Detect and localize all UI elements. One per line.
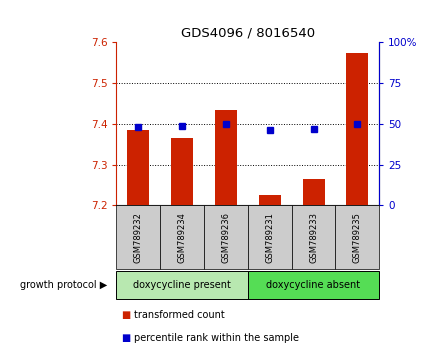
Title: GDS4096 / 8016540: GDS4096 / 8016540	[180, 27, 314, 40]
Bar	[302, 179, 324, 205]
Text: ■: ■	[120, 333, 129, 343]
Text: GSM789234: GSM789234	[177, 212, 186, 263]
Text: doxycycline absent: doxycycline absent	[266, 280, 360, 290]
Text: GSM789232: GSM789232	[133, 212, 142, 263]
Bar	[171, 138, 193, 205]
Text: GSM789236: GSM789236	[221, 212, 230, 263]
Text: doxycycline present: doxycycline present	[133, 280, 230, 290]
Text: GSM789231: GSM789231	[264, 212, 273, 263]
Text: GSM789233: GSM789233	[308, 212, 317, 263]
Bar	[258, 195, 280, 205]
Text: percentile rank within the sample: percentile rank within the sample	[133, 333, 298, 343]
Text: transformed count: transformed count	[133, 310, 224, 320]
Text: GSM789235: GSM789235	[352, 212, 361, 263]
Bar	[127, 130, 149, 205]
Bar	[346, 53, 368, 205]
Text: growth protocol ▶: growth protocol ▶	[21, 280, 108, 290]
Text: ■: ■	[120, 310, 129, 320]
Bar	[215, 110, 236, 205]
